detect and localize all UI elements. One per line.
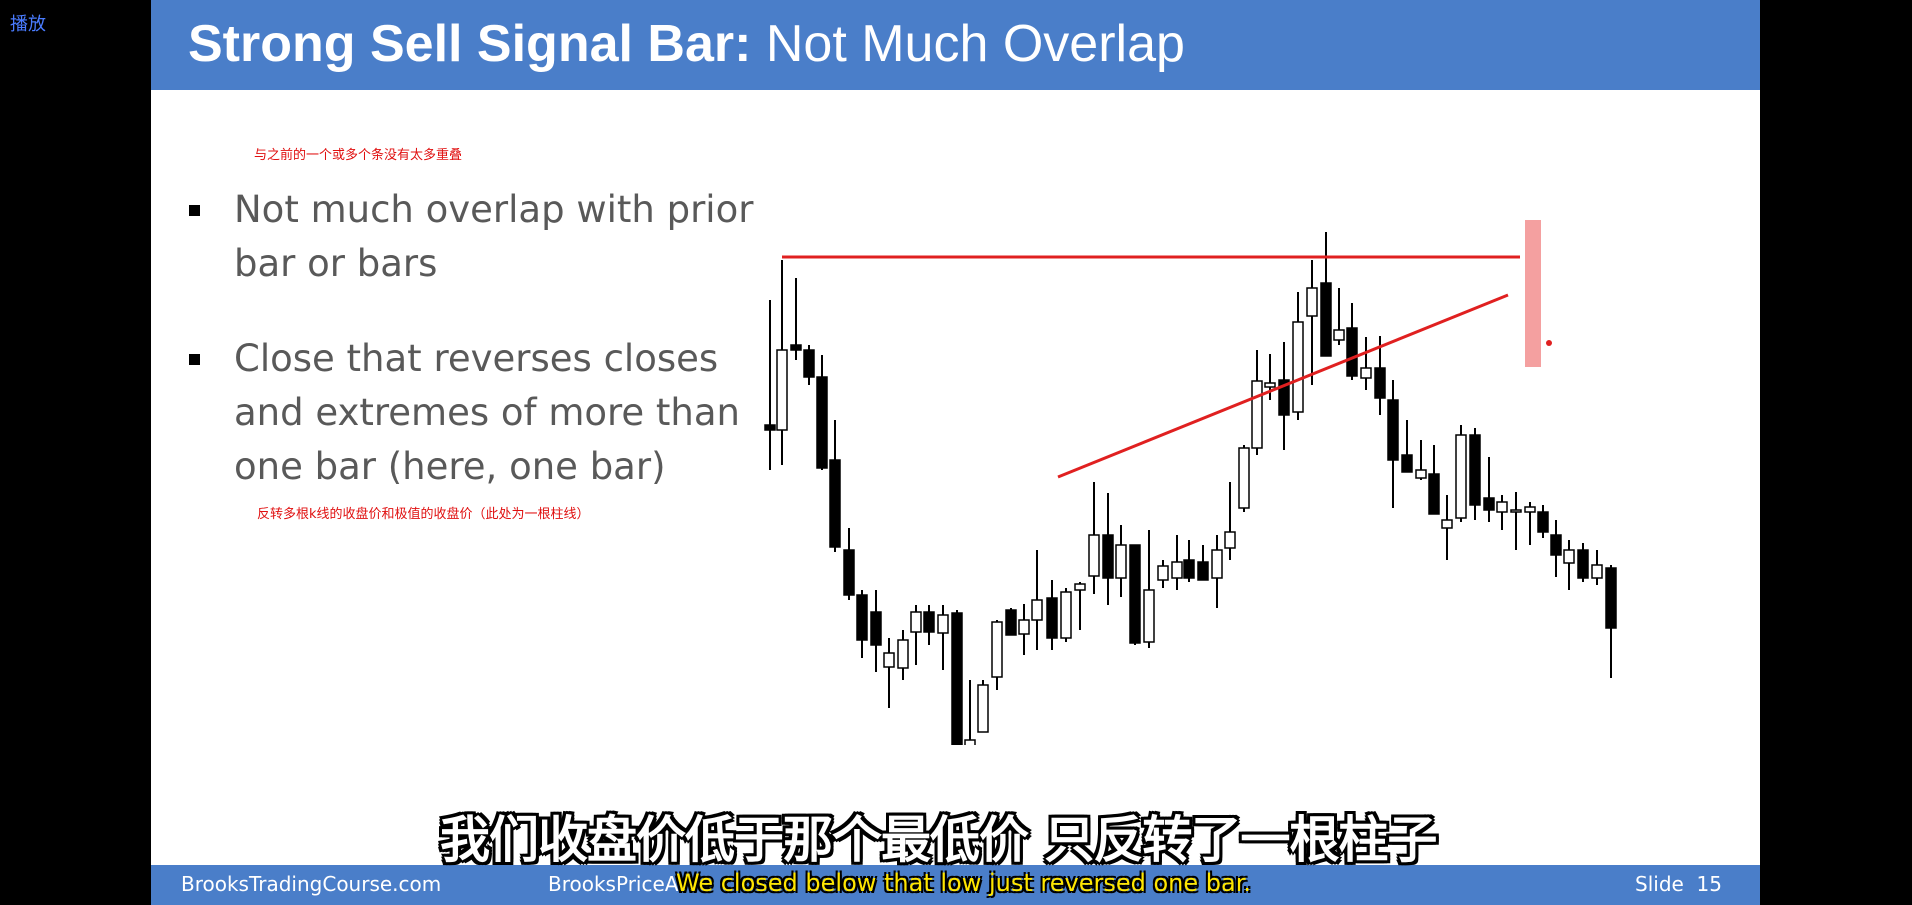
candle-body <box>1524 506 1536 513</box>
slide-title-rest: Not Much Overlap <box>765 15 1185 73</box>
annotation-note-bottom: 反转多根k线的收盘价和极值的收盘价（此处为一根柱线） <box>257 507 590 522</box>
candle-body <box>803 349 815 378</box>
candle-body <box>1157 565 1169 581</box>
candle-body <box>910 611 922 633</box>
bullet-square-icon <box>189 354 200 365</box>
signal-dot <box>1546 340 1552 346</box>
candle-body <box>1483 497 1495 511</box>
candle-body <box>1387 399 1399 461</box>
bullet-item: Not much overlap with prior bar or bars <box>189 183 789 293</box>
slide: Strong Sell Signal Bar: Not Much Overlap… <box>151 0 1760 905</box>
candle-body <box>1401 454 1413 473</box>
candle-body <box>1320 282 1332 357</box>
bullet-item: Close that reverses closes and extremes … <box>189 332 789 497</box>
candle-body <box>843 549 855 596</box>
candle-body <box>1074 583 1086 591</box>
candle-body <box>1455 434 1467 519</box>
candle-body <box>1577 549 1589 579</box>
candle-body <box>1171 561 1183 579</box>
candle-body <box>1469 434 1481 506</box>
bullet-square-icon <box>189 205 200 216</box>
candle-body <box>977 684 989 733</box>
play-button[interactable]: 播放 <box>10 14 46 35</box>
annotation-note-top: 与之前的一个或多个条没有太多重叠 <box>254 148 463 163</box>
subtitle-english: We closed below that low just reversed o… <box>676 869 1252 897</box>
slide-title-bold: Strong Sell Signal Bar: <box>188 15 752 73</box>
candle-body <box>1537 511 1549 533</box>
candle-body <box>1496 501 1508 513</box>
candle-body <box>1563 549 1575 564</box>
candle-body <box>1346 327 1358 377</box>
slide-header: Strong Sell Signal Bar: Not Much Overlap <box>151 0 1760 90</box>
bullet-text: Close that reverses closes and extremes … <box>234 337 741 488</box>
slide-footer: BrooksTradingCourse.com BrooksPriceA Sli… <box>151 865 1760 905</box>
candle-body <box>923 611 935 633</box>
candle-body <box>1224 531 1236 549</box>
candle-body <box>883 652 895 668</box>
signal-bar-highlight <box>1525 220 1541 367</box>
candle-body <box>951 612 963 745</box>
candle-body <box>1197 561 1209 581</box>
candle-body <box>1115 544 1127 579</box>
candle-body <box>1046 597 1058 639</box>
candle-body <box>1374 367 1386 399</box>
slide-title: Strong Sell Signal Bar: Not Much Overlap <box>188 14 1185 74</box>
candle-body <box>1441 519 1453 529</box>
candle-body <box>964 739 976 745</box>
footer-website: BrooksTradingCourse.com <box>181 872 442 896</box>
candle-body <box>1031 599 1043 621</box>
candlestick-chart <box>764 220 1617 745</box>
candle-body <box>764 424 776 431</box>
candle-body <box>1306 287 1318 317</box>
candle-body <box>1550 534 1562 556</box>
candles <box>764 232 1617 745</box>
candle-body <box>937 614 949 634</box>
candle-body <box>1102 534 1114 579</box>
candle-body <box>1143 589 1155 643</box>
candle-body <box>1428 473 1440 515</box>
candle-body <box>790 344 802 351</box>
slide-label: Slide <box>1635 872 1684 896</box>
candle-body <box>1591 564 1603 579</box>
candle-body <box>897 639 909 669</box>
candle-body <box>1238 447 1250 509</box>
footer-middle: BrooksPriceA <box>548 872 679 896</box>
candle-body <box>1264 382 1276 388</box>
candle-body <box>1415 469 1427 479</box>
candle-body <box>870 611 882 646</box>
candle-body <box>1278 379 1290 416</box>
trend-line <box>1057 293 1509 479</box>
candle-body <box>1211 549 1223 579</box>
candle-body <box>1018 619 1030 635</box>
subtitle-chinese: 我们收盘价低于那个最低价 只反转了一根柱子 <box>440 811 1437 869</box>
slide-number: 15 <box>1696 872 1722 896</box>
candle-body <box>856 594 868 641</box>
candle-body <box>1060 591 1072 639</box>
candle-body <box>991 621 1003 678</box>
candle-body <box>1510 509 1522 513</box>
candle-body <box>1183 559 1195 579</box>
candle-body <box>1605 567 1617 629</box>
candle-body <box>1129 544 1141 644</box>
bullet-text: Not much overlap with prior bar or bars <box>234 188 754 285</box>
candle-body <box>816 376 828 469</box>
candle-body <box>829 459 841 548</box>
candle-body <box>1251 380 1263 449</box>
candle-body <box>1005 609 1017 636</box>
footer-slide-number: Slide 15 <box>1635 872 1722 896</box>
candle-body <box>1360 367 1372 379</box>
candle-body <box>776 349 788 431</box>
candle-body <box>1292 321 1304 413</box>
candle-body <box>1333 329 1345 341</box>
candle-body <box>1088 534 1100 577</box>
